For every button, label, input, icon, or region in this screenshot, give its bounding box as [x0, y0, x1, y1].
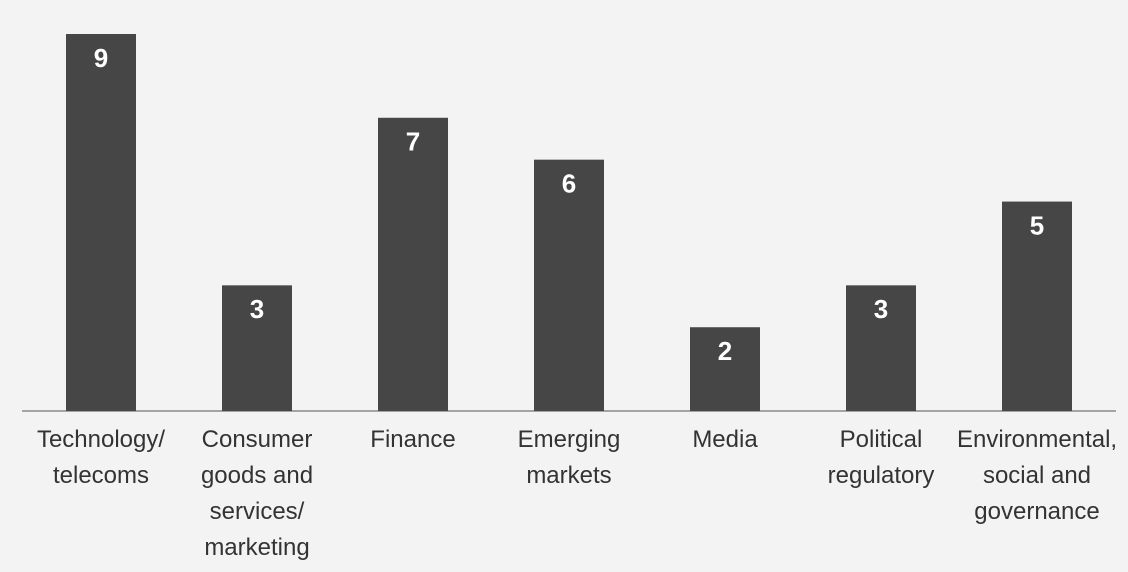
x-tick-label: Environmental, social and governance — [957, 426, 1118, 525]
value-label: 2 — [718, 336, 732, 366]
x-tick-label: Finance — [370, 426, 456, 453]
bar — [222, 285, 292, 411]
value-label: 5 — [1030, 210, 1044, 240]
bar — [534, 159, 604, 411]
value-label: 6 — [562, 169, 576, 199]
x-tick-label: Consumer goods and services/ marketing — [200, 426, 314, 561]
x-tick-label: Technology/ telecoms — [36, 426, 166, 489]
bar — [1002, 201, 1072, 411]
bar — [66, 34, 136, 411]
value-label: 3 — [874, 294, 888, 324]
value-label: 7 — [406, 127, 420, 157]
bar — [690, 327, 760, 411]
value-label: 3 — [250, 294, 264, 324]
bar — [846, 285, 916, 411]
bar — [378, 117, 448, 412]
x-tick-label: Media — [692, 426, 758, 453]
value-label: 9 — [94, 43, 108, 73]
x-tick-label: Emerging markets — [517, 426, 621, 489]
x-tick-label: Political regulatory — [827, 426, 935, 489]
